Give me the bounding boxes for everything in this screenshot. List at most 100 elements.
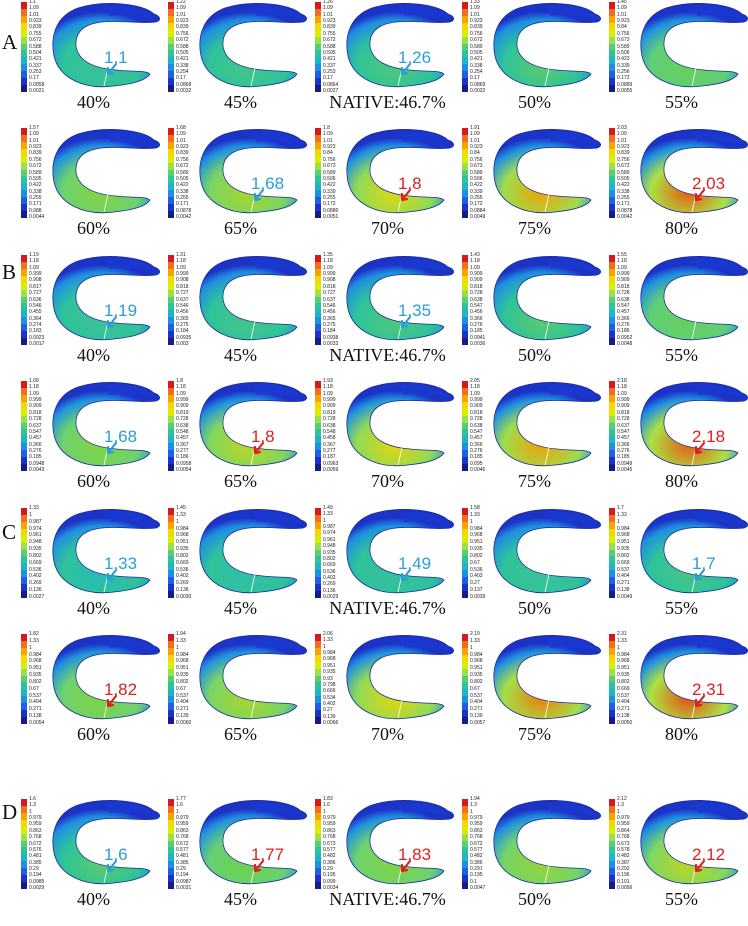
- legend-tick-label: 0.577: [176, 846, 189, 853]
- legend-swatch: [21, 78, 27, 86]
- legend-swatch: [315, 457, 321, 465]
- legend-swatch: [21, 514, 27, 522]
- legend-swatch: [168, 661, 174, 669]
- legend-swatch: [168, 15, 174, 23]
- posterior-horn: [253, 258, 303, 271]
- legend-swatch: [21, 703, 27, 711]
- legend-swatch: [21, 22, 27, 30]
- legend-tick-label: 0.755: [323, 30, 336, 37]
- legend-tick-label: 0.756: [176, 30, 189, 37]
- legend-swatch: [21, 542, 27, 550]
- legend-tick-label: 1.33: [470, 511, 480, 518]
- legend-tick-label: 0.987: [323, 524, 336, 531]
- legend-swatch: [21, 275, 27, 283]
- legend-swatch: [609, 211, 615, 218]
- legend-tick-label: 0.67: [470, 685, 480, 692]
- legend-swatch: [168, 861, 174, 869]
- legend-tick-label: 0.951: [176, 539, 189, 546]
- legend-swatch: [168, 183, 174, 191]
- model-panel: 1.7 1.33 1 0.984 0.968 0.951 0.935 0.802 0.669 0.…: [608, 506, 748, 621]
- legend-tick-label: 0.979: [617, 815, 630, 822]
- legend-tick-label: 0.968: [470, 658, 483, 665]
- legend-swatch: [168, 710, 174, 718]
- legend-swatch: [21, 190, 27, 198]
- legend-tick-label: 0.968: [323, 656, 336, 663]
- stress-legend: 1.6 1.3 1 0.979 0.959 0.863 0.768 0.672 0.576 0.4…: [21, 797, 57, 892]
- legend-tick-label: 0.756: [617, 30, 630, 37]
- legend-tick-label: 0.0029: [29, 885, 45, 891]
- legend-swatch: [21, 317, 27, 325]
- posterior-horn: [694, 637, 744, 650]
- legend-tick-label: 0.637: [323, 296, 336, 303]
- legend-swatch: [462, 381, 468, 388]
- legend-tick-label: 0.139: [323, 713, 336, 720]
- legend-tick-label: 0.365: [323, 315, 336, 322]
- legend-swatch: [168, 275, 174, 283]
- legend-tick-label: 0.999: [617, 271, 630, 278]
- legend-color-bar: [609, 255, 615, 345]
- meniscus-body: [493, 256, 601, 341]
- legend-tick-label: 0.0033: [323, 341, 339, 347]
- legend-tick-label: 0.755: [29, 30, 42, 37]
- legend-tick-label: 1: [176, 808, 179, 815]
- legend-tick-label: 0.577: [470, 846, 483, 853]
- legend-tick-label: 0.423: [617, 56, 630, 63]
- arrow-icon: [106, 859, 118, 873]
- meniscus-model-icon: [199, 509, 307, 594]
- legend-tick-label: 0.728: [323, 416, 336, 423]
- legend-swatch: [315, 703, 321, 711]
- legend-swatch: [21, 577, 27, 585]
- legend-swatch: [21, 521, 27, 529]
- legend-tick-label: 1.94: [470, 796, 480, 802]
- legend-tick-label: 0.422: [617, 182, 630, 189]
- posterior-horn: [694, 384, 744, 397]
- legend-tick-label: 0.255: [470, 194, 483, 201]
- legend-swatch: [168, 268, 174, 276]
- legend-tick-label: 0.276: [470, 447, 483, 454]
- legend-tick-label: 0.139: [176, 713, 189, 720]
- posterior-horn: [400, 384, 450, 397]
- legend-tick-label: 1.01: [323, 11, 333, 18]
- legend-tick-label: 0.0923: [29, 334, 45, 341]
- legend-tick-label: 0.0938: [323, 334, 339, 341]
- legend-tick-label: 0.0017: [29, 341, 45, 347]
- meniscus-model-icon: [640, 382, 748, 467]
- arrow-icon: [694, 568, 706, 582]
- legend-swatch: [609, 508, 615, 515]
- legend-tick-label: 0.139: [470, 713, 483, 720]
- legend-tick-label: 1.09: [176, 131, 186, 138]
- legend-swatch: [315, 563, 321, 571]
- legend-tick-label: 0.0045: [617, 467, 633, 473]
- legend-swatch: [315, 22, 321, 30]
- legend-tick-label: 0.0048: [617, 341, 633, 347]
- legend-swatch: [609, 141, 615, 149]
- model-panel: 1.43 1.18 1.09 0.999 0.909 0.818 0.728 0.638 0.5…: [461, 253, 608, 368]
- stress-legend: 1.31 1.18 1.09 0.999 0.908 0.818 0.727 0.637 0.5…: [168, 253, 204, 348]
- legend-tick-label: 0.672: [617, 163, 630, 170]
- section-line: [250, 67, 256, 87]
- legend-tick-label: 0.578: [617, 846, 630, 853]
- legend-swatch: [462, 717, 468, 724]
- legend-tick-label: 2.12: [617, 796, 627, 802]
- legend-tick-label: 0.366: [470, 441, 483, 448]
- legend-tick-label: 0.968: [617, 658, 630, 665]
- legend-swatch: [21, 882, 27, 889]
- legend-tick-label: 0.291: [470, 865, 483, 872]
- stress-legend: 1.43 1.18 1.09 0.999 0.909 0.818 0.728 0.638 0.5…: [462, 253, 498, 348]
- legend-tick-label: 0.0949: [617, 460, 633, 467]
- meniscus-body: [52, 800, 160, 885]
- legend-swatch: [609, 443, 615, 451]
- meniscus-model-icon: [52, 3, 160, 88]
- legend-tick-label: 0.935: [323, 669, 336, 676]
- legend-swatch: [462, 535, 468, 543]
- legend-tick-label: 0.802: [470, 552, 483, 559]
- legend-tick-label: 1.19: [29, 252, 39, 258]
- legend-swatch: [462, 654, 468, 662]
- legend-swatch: [609, 634, 615, 641]
- legend-tick-label: 1.6: [323, 802, 330, 809]
- posterior-horn: [253, 511, 303, 524]
- model-panel: 1.1 1.09 1.01 0.923 0.839 0.755 0.672 0.588 0.50…: [20, 0, 167, 115]
- peak-stress-callout: 1.33: [104, 554, 138, 573]
- legend-color-bar: [462, 2, 468, 92]
- arrow-icon: [400, 62, 412, 76]
